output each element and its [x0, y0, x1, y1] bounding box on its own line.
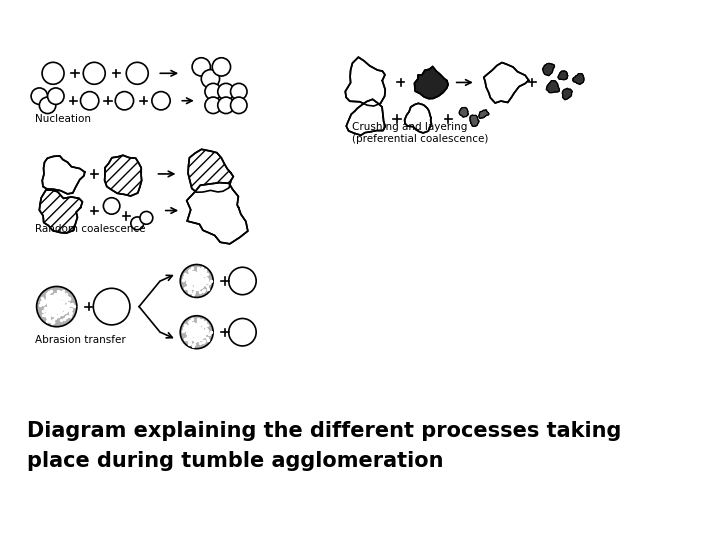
- Circle shape: [81, 92, 99, 110]
- Circle shape: [104, 198, 120, 214]
- Circle shape: [115, 92, 134, 110]
- Polygon shape: [558, 71, 568, 80]
- Polygon shape: [405, 103, 431, 133]
- Circle shape: [205, 83, 222, 100]
- Text: Crushing and layering
(preferential coalescence): Crushing and layering (preferential coal…: [352, 123, 489, 144]
- Polygon shape: [459, 107, 468, 117]
- Polygon shape: [479, 110, 489, 118]
- Circle shape: [229, 267, 256, 295]
- Circle shape: [217, 97, 234, 113]
- Text: Diagram explaining the different processes taking: Diagram explaining the different process…: [27, 421, 622, 441]
- Circle shape: [230, 83, 247, 100]
- Polygon shape: [104, 156, 142, 196]
- Polygon shape: [346, 99, 385, 135]
- Circle shape: [84, 62, 105, 84]
- Polygon shape: [346, 57, 385, 106]
- Circle shape: [229, 319, 256, 346]
- Circle shape: [192, 58, 210, 76]
- Polygon shape: [546, 80, 559, 93]
- Circle shape: [180, 265, 213, 298]
- Polygon shape: [484, 63, 528, 103]
- Polygon shape: [573, 73, 584, 84]
- Circle shape: [230, 97, 247, 113]
- Circle shape: [48, 88, 64, 104]
- Circle shape: [126, 62, 148, 84]
- Polygon shape: [42, 156, 85, 194]
- Circle shape: [217, 83, 234, 100]
- Text: place during tumble agglomeration: place during tumble agglomeration: [27, 451, 444, 471]
- Polygon shape: [562, 88, 572, 100]
- Polygon shape: [188, 149, 233, 192]
- Text: Abrasion transfer: Abrasion transfer: [35, 335, 125, 345]
- Polygon shape: [40, 190, 82, 233]
- Circle shape: [212, 58, 230, 76]
- Circle shape: [40, 97, 56, 113]
- Circle shape: [31, 88, 48, 104]
- Text: Random coalescence: Random coalescence: [35, 224, 145, 234]
- Circle shape: [205, 97, 222, 113]
- Circle shape: [94, 288, 130, 325]
- Circle shape: [42, 62, 64, 84]
- Circle shape: [37, 286, 77, 327]
- Circle shape: [202, 70, 220, 88]
- Polygon shape: [470, 115, 479, 126]
- Circle shape: [140, 212, 153, 224]
- Polygon shape: [542, 63, 554, 76]
- Text: Nucleation: Nucleation: [35, 114, 91, 124]
- Circle shape: [180, 316, 213, 349]
- Polygon shape: [415, 66, 448, 99]
- Polygon shape: [186, 183, 248, 244]
- Circle shape: [152, 92, 170, 110]
- Circle shape: [131, 217, 143, 230]
